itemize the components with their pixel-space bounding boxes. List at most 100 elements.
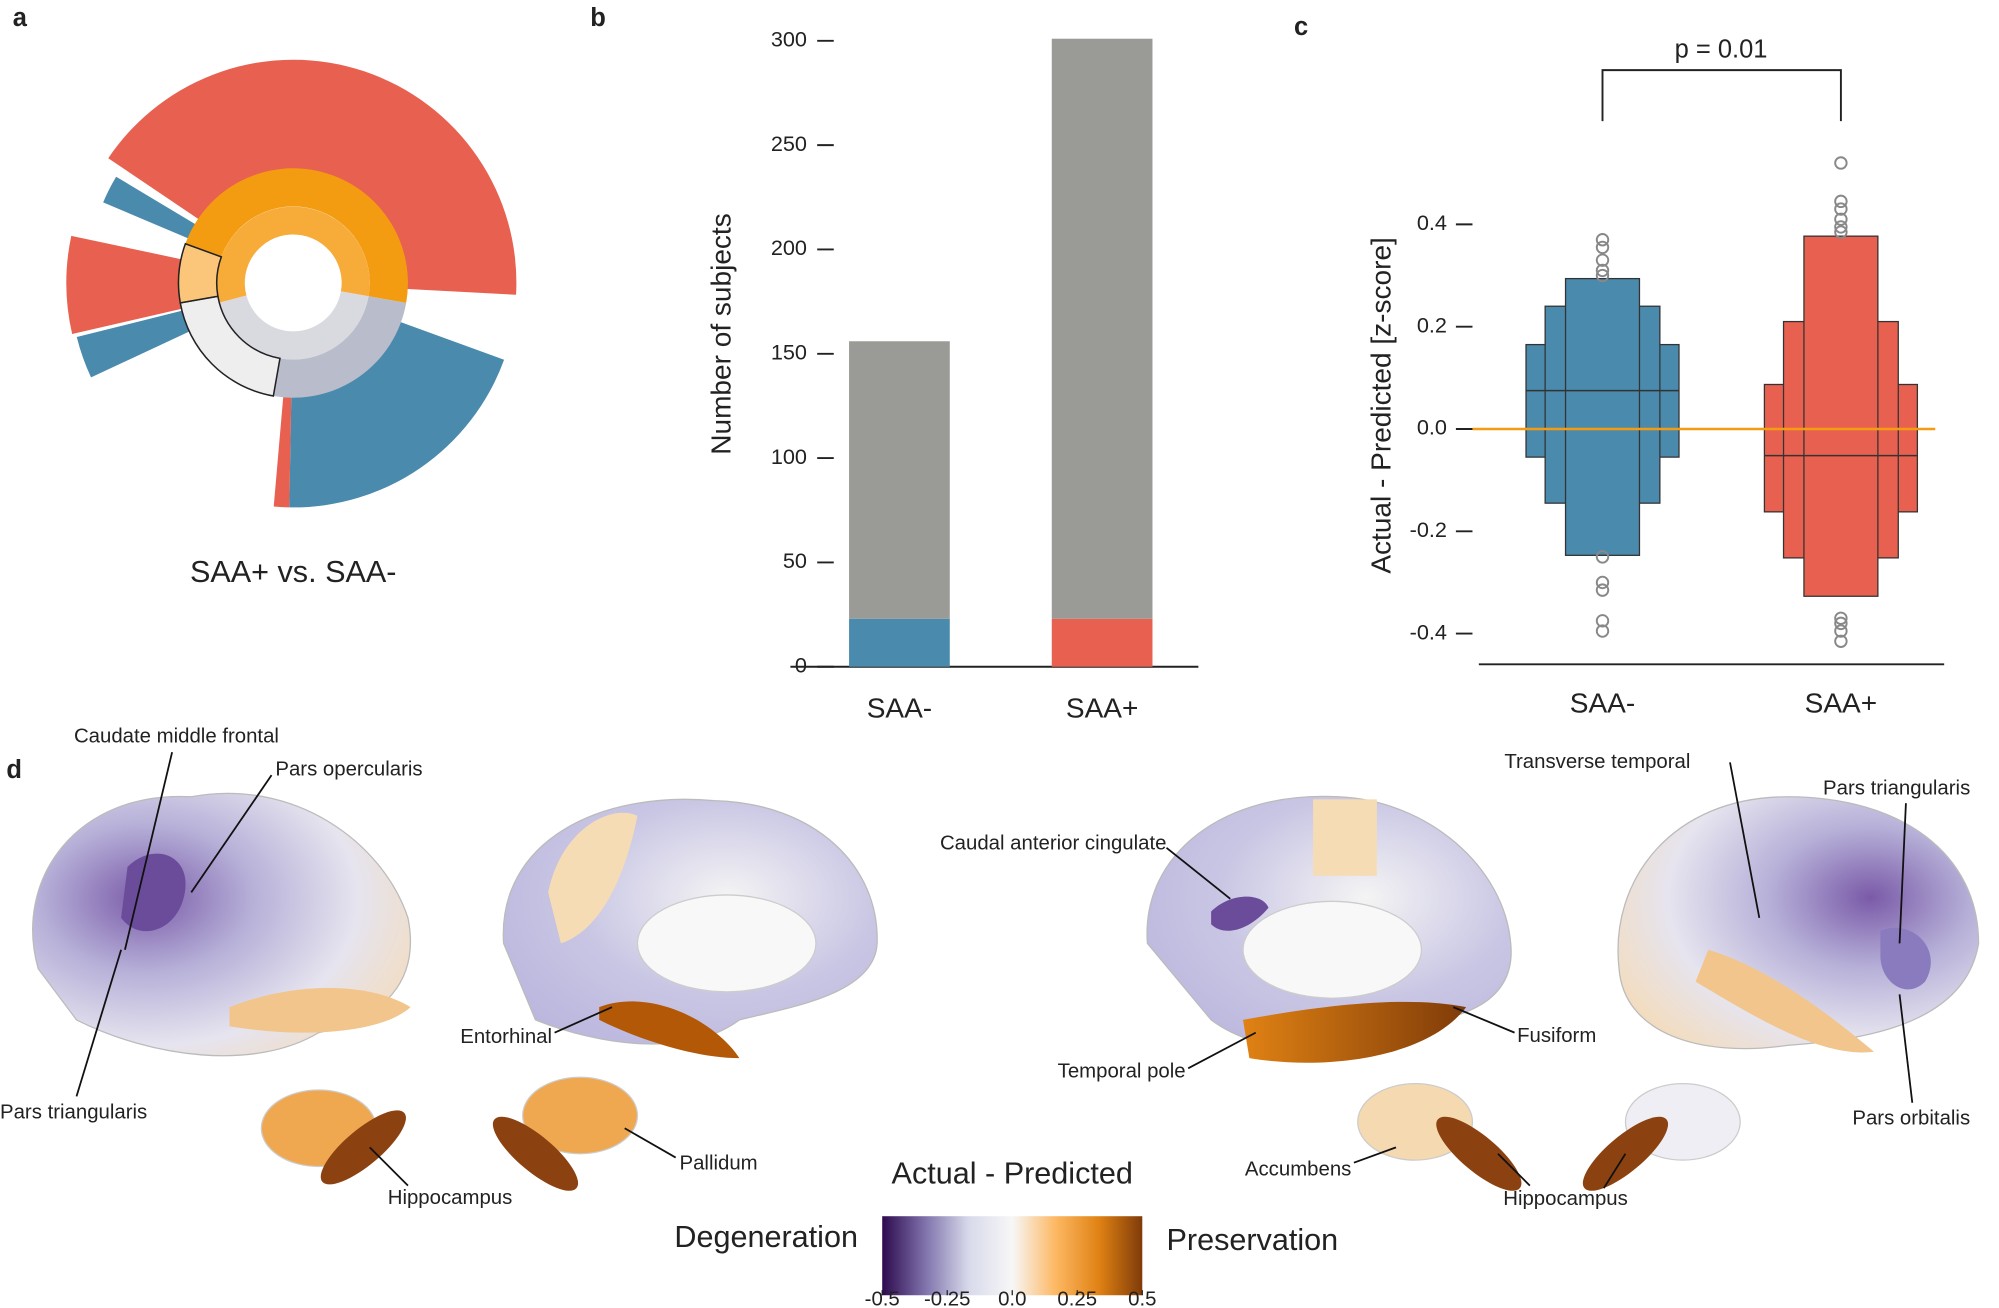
chart-title: SAA+ vs. SAA- [190, 555, 396, 589]
y-tick-label: 0.2 [1417, 312, 1447, 337]
region-label: Pars orbitalis [1852, 1108, 1970, 1130]
bar-segment [1051, 618, 1153, 667]
region-label: Pars triangularis [0, 1101, 147, 1123]
significance-bracket [1601, 69, 1842, 122]
leader-line [1187, 1031, 1257, 1070]
outlier [1834, 616, 1848, 631]
leader-line [1898, 803, 1907, 944]
x-tick-label: SAA+ [1066, 692, 1138, 723]
outlier [1595, 233, 1610, 247]
leader-line [369, 1146, 409, 1187]
brain-region [1695, 949, 1875, 1053]
leader-line [1453, 1006, 1515, 1034]
outlier [1595, 575, 1610, 590]
brain-ventricle [636, 894, 817, 993]
sunburst-segment [273, 394, 292, 508]
brain-region [1211, 896, 1269, 931]
outlier [1595, 268, 1610, 283]
region-label: Caudate middle frontal [74, 725, 279, 747]
outlier [1595, 253, 1610, 267]
sunburst-segment [289, 321, 505, 508]
hippocampus-shape [1436, 1116, 1522, 1191]
brain-illustrations [32, 792, 1980, 1191]
outlier [1595, 624, 1610, 638]
y-tick-label: 250 [771, 131, 807, 156]
y-tick-label: 300 [771, 27, 807, 52]
y-tick-label: 0.0 [1417, 415, 1447, 440]
outlier [1834, 220, 1848, 234]
outlier [1834, 634, 1848, 648]
y-tick-label: -0.4 [1410, 619, 1447, 644]
x-tick-label: SAA- [1570, 687, 1635, 718]
region-label: Temporal pole [1058, 1061, 1186, 1083]
sunburst-segment [66, 235, 184, 335]
sunburst-segment [76, 310, 192, 378]
bar-segment [849, 618, 950, 667]
brain-region [1880, 927, 1931, 990]
x-tick-label: SAA- [867, 692, 932, 723]
y-tick-label: 50 [783, 548, 807, 573]
region-label: Transverse temporal [1504, 751, 1690, 773]
panel-label: c [1294, 13, 1308, 41]
y-tick-label: 200 [771, 235, 807, 260]
leader-line [1729, 762, 1761, 919]
colorbar-tick-label: 0.5 [1128, 1289, 1156, 1308]
region-label: Pars triangularis [1823, 778, 1970, 800]
outlier [1834, 212, 1848, 226]
sunburst-segment [216, 206, 370, 303]
brain-region [548, 812, 638, 944]
subcortical [522, 1076, 639, 1155]
bar-segment [1051, 38, 1153, 619]
brain-ventricle [1242, 900, 1423, 999]
leader-line [554, 1006, 613, 1034]
colorbar-left-label: Degeneration [674, 1220, 858, 1254]
hippocampus-shape [492, 1116, 579, 1191]
panel-label: b [590, 4, 606, 32]
region-label: Fusiform [1517, 1025, 1596, 1047]
region-label: Pallidum [680, 1152, 758, 1174]
y-tick-label: -0.2 [1410, 517, 1447, 542]
brain-region [121, 853, 186, 932]
sunburst-segment [219, 291, 369, 360]
colorbar-title: Actual - Predicted [892, 1156, 1133, 1190]
y-axis-label: Number of subjects [705, 213, 736, 454]
bar-segment [849, 341, 950, 619]
colorbar-tick-label: 0.0 [998, 1289, 1026, 1308]
region-label: Accumbens [1245, 1159, 1351, 1181]
sunburst-segment [103, 176, 198, 240]
annotation: p = 0.01 [1675, 36, 1768, 64]
outlier [1834, 156, 1848, 170]
y-tick-label: 0 [795, 652, 807, 677]
outlier [1834, 225, 1848, 239]
leader-line [624, 1127, 677, 1159]
boxen-box [1564, 277, 1641, 556]
colorbar [882, 1216, 1143, 1296]
sunburst-segment [273, 296, 407, 398]
colorbar-right-label: Preservation [1167, 1223, 1339, 1257]
y-axis-label: Actual - Predicted [z-score] [1366, 237, 1397, 574]
boxen-box [1803, 235, 1879, 597]
y-tick-label: 100 [771, 444, 807, 469]
region-label: Caudal anterior cingulate [940, 832, 1167, 854]
region-label: Pars opercularis [275, 758, 422, 780]
leader-line [124, 751, 173, 950]
panel-label: a [13, 4, 28, 32]
leader-line [190, 774, 273, 893]
leader-line [75, 949, 122, 1097]
brain-region [1313, 799, 1377, 876]
outlier [1595, 240, 1610, 255]
leader-line [1165, 847, 1231, 900]
region-label: Hippocampus [388, 1187, 513, 1209]
leader-line [1497, 1153, 1627, 1189]
x-tick-label: SAA+ [1805, 687, 1877, 718]
outlier [1595, 550, 1610, 564]
colorbar-tick-label: -0.5 [865, 1289, 900, 1308]
region-label: Hippocampus [1503, 1188, 1628, 1210]
outlier [1595, 614, 1610, 628]
hippocampus-shape [320, 1110, 406, 1185]
outlier [1834, 194, 1848, 209]
brain-region [229, 988, 411, 1033]
leader-line [1898, 994, 1914, 1103]
